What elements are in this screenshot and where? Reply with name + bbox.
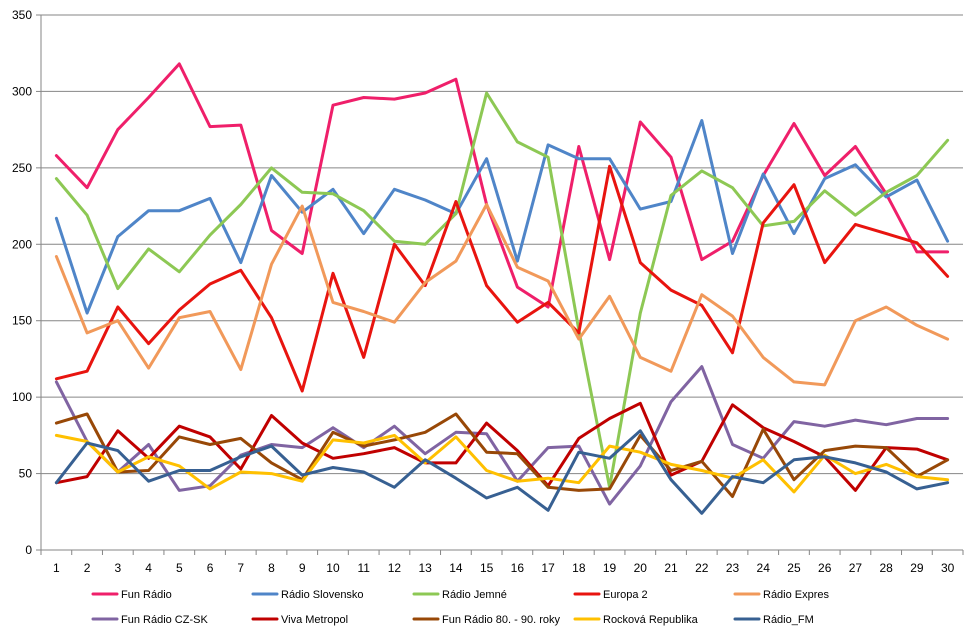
- series-line-9: [54, 433, 950, 494]
- legend-label: Fun Rádio CZ-SK: [121, 614, 208, 626]
- series-line-7: [54, 401, 950, 492]
- x-tick-label: 21: [664, 561, 678, 575]
- legend-label: Rádio Expres: [763, 589, 830, 601]
- legend-entry: Rádio_FM: [733, 614, 814, 626]
- legend-entry: Rádio Jemné: [412, 589, 507, 601]
- series-line-2: [54, 119, 950, 315]
- legend-entry: Rocková Republika: [573, 614, 699, 626]
- y-tick-label: 350: [12, 8, 32, 22]
- legend-entry: Fun Rádio CZ-SK: [91, 614, 208, 626]
- x-tick-label: 22: [695, 561, 709, 575]
- y-tick-label: 300: [12, 84, 32, 98]
- series-line-8: [54, 412, 950, 498]
- series-line-5: [54, 203, 950, 387]
- x-tick-label: 1: [53, 561, 60, 575]
- x-tick-label: 7: [237, 561, 244, 575]
- x-tick-label: 9: [299, 561, 306, 575]
- x-tick-label: 8: [268, 561, 275, 575]
- series-line-1: [54, 62, 950, 309]
- x-tick-label: 28: [879, 561, 893, 575]
- x-tick-label: 24: [757, 561, 771, 575]
- x-tick-label: 25: [787, 561, 801, 575]
- legend-entry: Europa 2: [573, 589, 648, 601]
- x-tick-label: 30: [941, 561, 955, 575]
- x-tick-label: 17: [541, 561, 555, 575]
- legend-label: Europa 2: [603, 589, 648, 601]
- legend-label: Rádio Jemné: [442, 589, 507, 601]
- x-tick-label: 14: [449, 561, 463, 575]
- legend-entry: Rádio Expres: [733, 589, 830, 601]
- series-line-4: [54, 164, 950, 393]
- x-tick-label: 13: [418, 561, 432, 575]
- x-tick-label: 5: [176, 561, 183, 575]
- axes: [36, 14, 964, 555]
- legend-label: Fun Rádio: [121, 589, 172, 601]
- x-tick-label: 12: [388, 561, 402, 575]
- y-tick-label: 0: [25, 543, 32, 557]
- x-tick-label: 15: [480, 561, 494, 575]
- x-tick-label: 29: [910, 561, 924, 575]
- x-tick-label: 23: [726, 561, 740, 575]
- y-tick-label: 100: [12, 390, 32, 404]
- series-lines: [54, 62, 950, 515]
- x-tick-label: 19: [603, 561, 617, 575]
- x-tick-label: 3: [114, 561, 121, 575]
- legend-label: Rocková Republika: [603, 614, 699, 626]
- x-tick-label: 26: [818, 561, 832, 575]
- y-tick-label: 200: [12, 237, 32, 251]
- x-tick-label: 20: [634, 561, 648, 575]
- legend-entry: Viva Metropol: [251, 614, 348, 626]
- series-line-3: [54, 91, 950, 489]
- x-tick-labels: 1 2 3 4 5 6 7 8 9 10 11 12 13 14 15 16 17 18 19 20 21 22 23 24 2…: [53, 561, 955, 575]
- y-tick-labels: 0 50 100 150 200 250 300 350: [12, 8, 32, 557]
- x-tick-label: 16: [511, 561, 525, 575]
- y-tick-label: 150: [12, 314, 32, 328]
- y-tick-label: 250: [12, 161, 32, 175]
- x-tick-label: 11: [357, 561, 370, 575]
- x-tick-label: 27: [849, 561, 863, 575]
- legend: Fun Rádio Rádio Slovensko Rádio Jemné Europ…: [91, 589, 830, 626]
- x-tick-label: 2: [84, 561, 91, 575]
- legend-entry: Rádio Slovensko: [251, 589, 364, 601]
- legend-entry: Fun Rádio 80. - 90. roky: [412, 614, 561, 626]
- series-line-10: [54, 429, 950, 515]
- legend-label: Fun Rádio 80. - 90. roky: [442, 614, 561, 626]
- legend-label: Rádio_FM: [763, 614, 814, 626]
- x-tick-label: 6: [207, 561, 214, 575]
- y-tick-label: 50: [19, 467, 33, 481]
- legend-label: Rádio Slovensko: [281, 589, 364, 601]
- x-tick-label: 10: [326, 561, 340, 575]
- legend-label: Viva Metropol: [281, 614, 348, 626]
- gridlines: [41, 14, 963, 475]
- x-tick-label: 4: [145, 561, 152, 575]
- legend-entry: Fun Rádio: [91, 589, 172, 601]
- x-tick-label: 18: [572, 561, 586, 575]
